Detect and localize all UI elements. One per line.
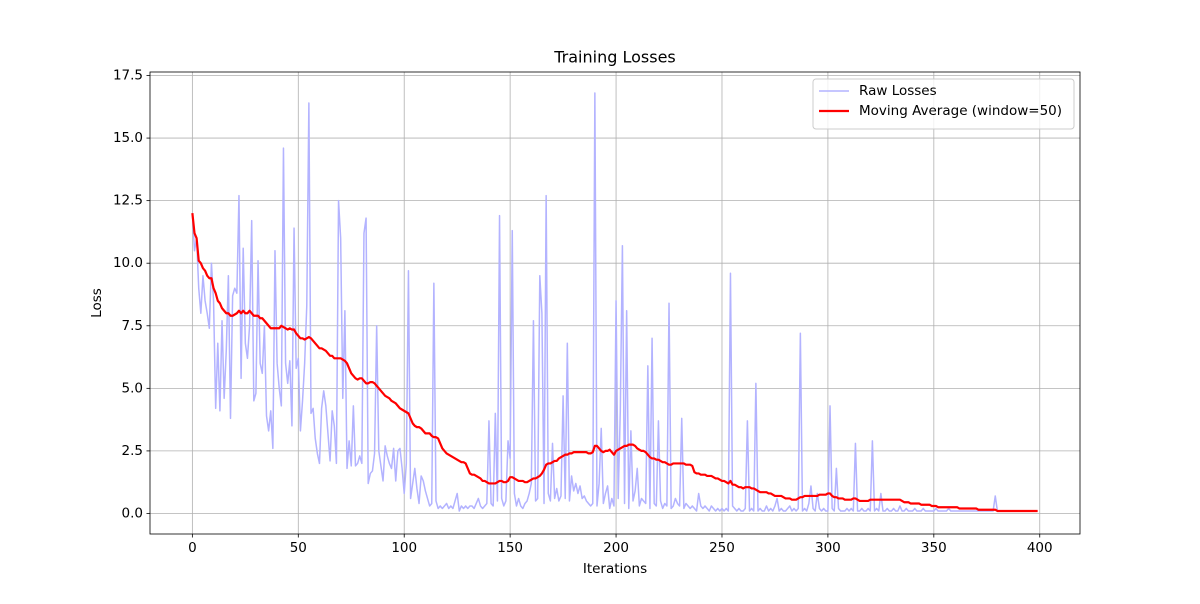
legend-box — [812, 78, 1075, 130]
y-tick-label: 17.5 — [113, 68, 143, 84]
y-tick-label: 15.0 — [113, 130, 143, 146]
y-tick-label: 5.0 — [122, 380, 143, 396]
x-tick-label: 400 — [1027, 540, 1053, 556]
x-tick-label: 150 — [497, 540, 523, 556]
y-tick-label: 0.0 — [122, 505, 143, 521]
x-tick-label: 300 — [815, 540, 841, 556]
chart-title: Training Losses — [553, 48, 676, 67]
x-tick-label: 250 — [709, 540, 735, 556]
x-axis-label: Iterations — [583, 561, 647, 577]
series-line — [191, 92, 1038, 512]
y-tick-label: 7.5 — [122, 318, 143, 334]
legend-label: Moving Average (window=50) — [859, 103, 1062, 119]
y-tick-label: 12.5 — [113, 193, 143, 209]
y-axis-label: Loss — [89, 288, 105, 318]
y-tick-label: 2.5 — [122, 443, 143, 459]
x-tick-label: 200 — [603, 540, 629, 556]
x-tick-label: 0 — [188, 540, 197, 556]
axes-frame — [149, 71, 1081, 535]
y-tick-label: 10.0 — [113, 255, 143, 271]
legend-label: Raw Losses — [859, 83, 937, 99]
legend: Raw Losses Moving Average (window=50) — [812, 78, 1075, 130]
x-tick-label: 100 — [391, 540, 417, 556]
x-tick-label: 50 — [290, 540, 307, 556]
series-line — [191, 213, 1038, 513]
x-tick-label: 350 — [921, 540, 947, 556]
